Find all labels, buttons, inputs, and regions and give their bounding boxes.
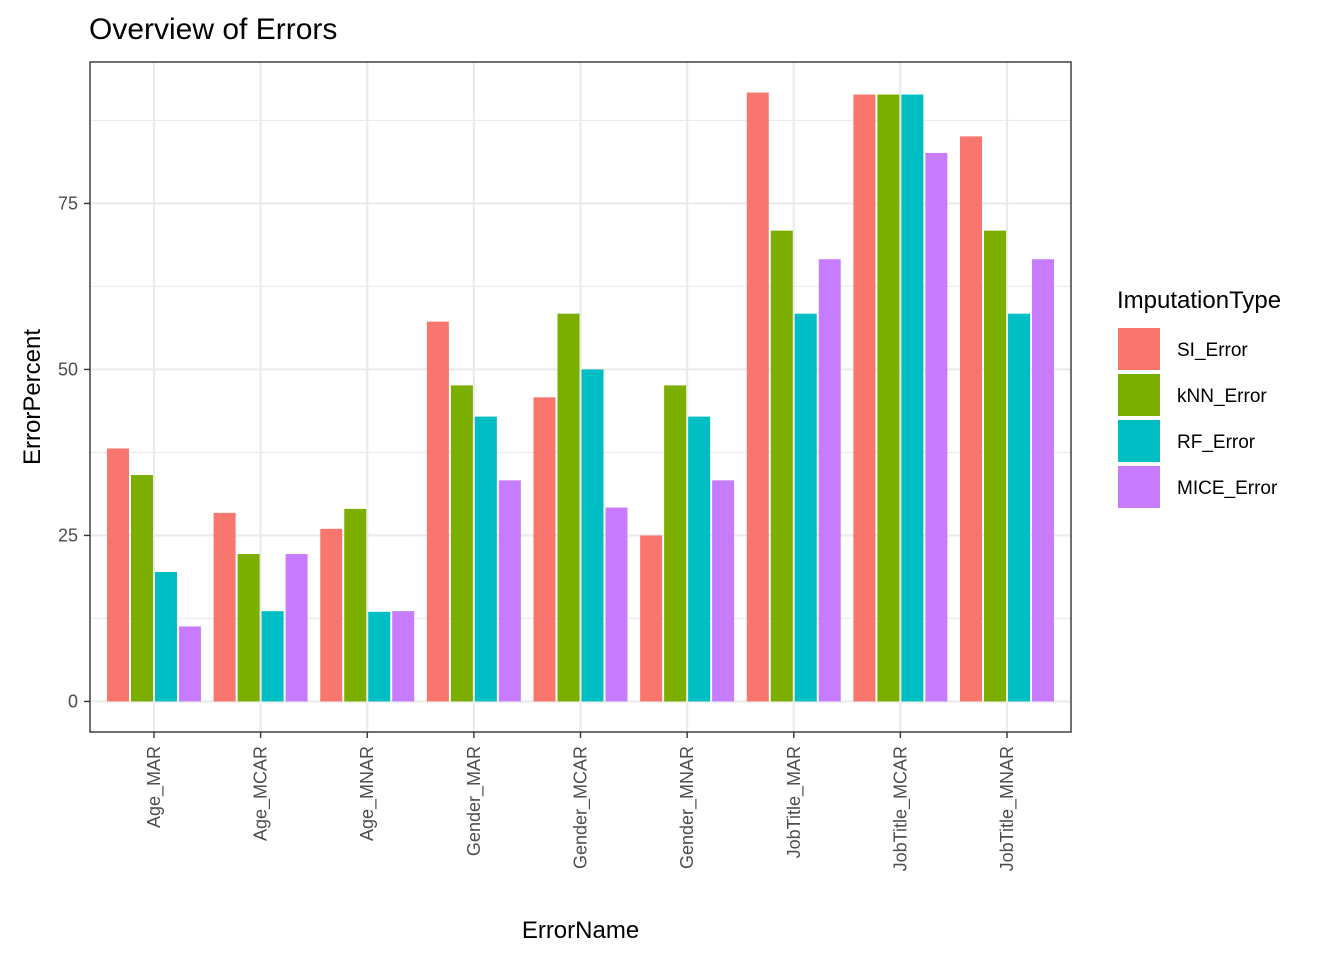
x-tick-label: Age_MAR	[144, 746, 165, 828]
y-tick-label: 50	[58, 359, 78, 379]
bar-MICE_Error-JobTitle_MCAR	[925, 152, 948, 702]
grid-lines	[90, 62, 1071, 732]
bar-kNN_Error-Age_MCAR	[237, 554, 260, 702]
x-tick-label: Age_MCAR	[251, 746, 272, 841]
plot-panel	[89, 61, 1072, 733]
bar-SI_Error-Gender_MNAR	[640, 535, 663, 702]
x-tick-label: JobTitle_MCAR	[890, 746, 911, 871]
legend: ImputationType SI_Error kNN_Error RF_Error…	[1117, 287, 1281, 508]
bar-SI_Error-JobTitle_MCAR	[853, 94, 876, 702]
bar-MICE_Error-Gender_MAR	[498, 480, 521, 702]
bar-RF_Error-Gender_MNAR	[688, 416, 711, 702]
bar-SI_Error-Age_MCAR	[213, 512, 236, 702]
bar-RF_Error-Age_MAR	[154, 571, 177, 702]
bar-RF_Error-Gender_MCAR	[581, 369, 604, 702]
legend-label: SI_Error	[1177, 340, 1248, 361]
bar-SI_Error-Gender_MCAR	[533, 397, 556, 702]
bar-kNN_Error-Gender_MCAR	[557, 313, 580, 702]
y-tick-label: 75	[58, 193, 78, 213]
x-axis: Age_MAR Age_MCAR Age_MNAR Gender_MAR Gender_…	[144, 732, 1018, 871]
bar-kNN_Error-Gender_MNAR	[664, 385, 687, 702]
legend-label: RF_Error	[1177, 432, 1256, 453]
x-tick-label: Age_MNAR	[357, 746, 378, 841]
bar-SI_Error-JobTitle_MAR	[746, 92, 769, 702]
x-axis-title: ErrorName	[522, 917, 639, 944]
legend-key-SI_Error	[1118, 328, 1160, 370]
bar-SI_Error-Gender_MAR	[426, 321, 449, 702]
x-tick-label: Gender_MCAR	[571, 746, 592, 869]
x-tick-label: Gender_MAR	[464, 746, 485, 856]
bar-kNN_Error-Age_MNAR	[344, 508, 367, 702]
y-axis: 0 25 50 75	[58, 193, 90, 711]
y-tick-label: 0	[68, 691, 78, 711]
legend-key-kNN_Error	[1118, 374, 1160, 416]
chart-title: Overview of Errors	[89, 13, 337, 46]
y-tick-label: 25	[58, 525, 78, 545]
bar-SI_Error-Age_MNAR	[320, 528, 343, 702]
bar-kNN_Error-JobTitle_MCAR	[877, 94, 900, 702]
legend-label: kNN_Error	[1177, 386, 1267, 407]
bar-kNN_Error-JobTitle_MAR	[770, 230, 793, 702]
y-axis-title: ErrorPercent	[19, 329, 46, 465]
bar-RF_Error-JobTitle_MCAR	[901, 94, 924, 702]
bar-RF_Error-Age_MNAR	[368, 611, 391, 702]
bar-kNN_Error-JobTitle_MNAR	[984, 230, 1007, 702]
bar-RF_Error-JobTitle_MAR	[794, 313, 817, 702]
bar-RF_Error-Age_MCAR	[261, 611, 284, 702]
bar-MICE_Error-JobTitle_MNAR	[1032, 259, 1055, 702]
bar-MICE_Error-Age_MAR	[178, 626, 201, 702]
bar-MICE_Error-Age_MCAR	[285, 554, 308, 702]
x-tick-label: Gender_MNAR	[677, 746, 698, 869]
bar-MICE_Error-Age_MNAR	[392, 611, 415, 702]
legend-key-RF_Error	[1118, 420, 1160, 462]
bar-RF_Error-JobTitle_MNAR	[1008, 313, 1031, 702]
bar-MICE_Error-Gender_MNAR	[712, 480, 735, 702]
bar-SI_Error-Age_MAR	[106, 448, 129, 702]
legend-label: MICE_Error	[1177, 478, 1278, 499]
legend-title: ImputationType	[1117, 287, 1281, 314]
x-tick-label: JobTitle_MAR	[784, 746, 805, 858]
bars	[106, 92, 1055, 702]
bar-MICE_Error-JobTitle_MAR	[818, 259, 841, 702]
bar-kNN_Error-Age_MAR	[130, 475, 153, 702]
bar-kNN_Error-Gender_MAR	[450, 385, 473, 702]
bar-MICE_Error-Gender_MCAR	[605, 507, 628, 702]
bar-RF_Error-Gender_MAR	[474, 416, 497, 702]
legend-key-MICE_Error	[1118, 466, 1160, 508]
x-tick-label: JobTitle_MNAR	[997, 746, 1018, 871]
bar-SI_Error-JobTitle_MNAR	[960, 136, 983, 702]
